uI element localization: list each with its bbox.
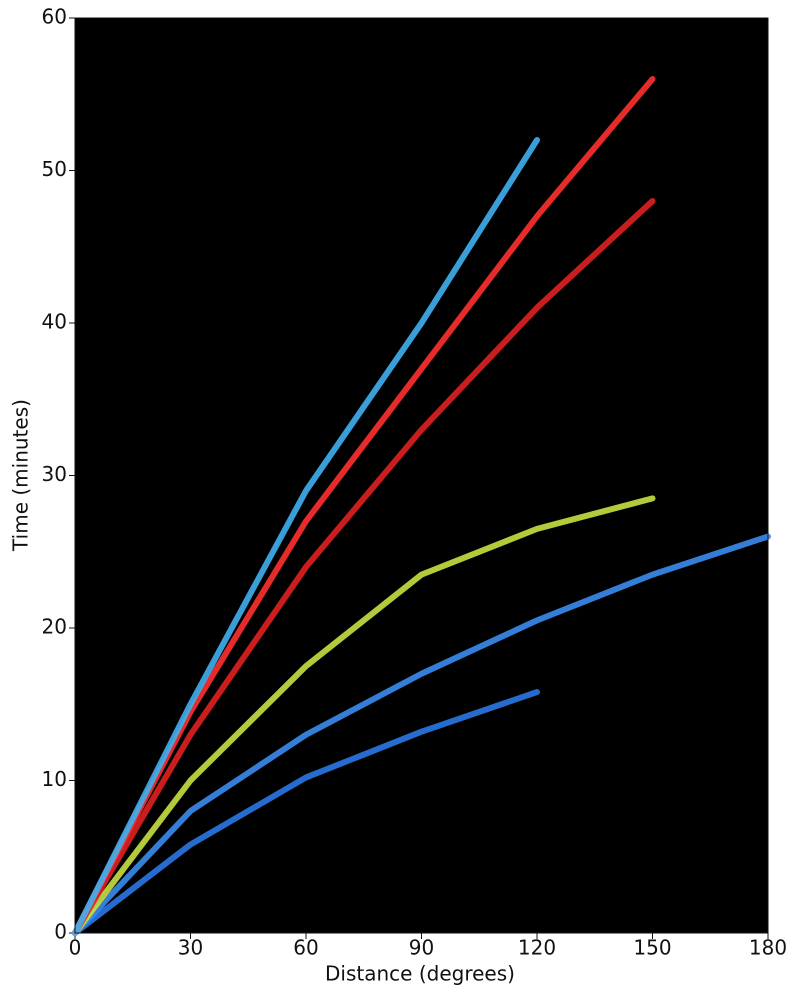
travel-time-curve (72, 689, 540, 936)
y-axis-label: Time (minutes) (9, 399, 33, 552)
y-tick-label: 10 (42, 767, 67, 791)
travel-time-curve (72, 137, 540, 936)
x-tick-label: 150 (633, 936, 671, 960)
plot-frame (74, 17, 769, 934)
y-tick-label: 20 (42, 615, 67, 639)
travel-time-curve (72, 495, 656, 936)
x-tick-label: 120 (518, 936, 556, 960)
y-tick-label: 50 (42, 157, 67, 181)
x-tick-label: 180 (749, 936, 787, 960)
travel-time-curve (72, 533, 771, 936)
x-tick-label: 30 (178, 936, 203, 960)
x-tick-label: 90 (409, 936, 434, 960)
x-tick-label: 60 (293, 936, 318, 960)
travel-time-curve (72, 198, 656, 936)
x-tick-label: 0 (69, 936, 82, 960)
y-tick-label: 40 (42, 310, 67, 334)
y-tick-label: 30 (42, 462, 67, 486)
y-tick-label: 60 (42, 5, 67, 29)
y-tick-label: 0 (54, 920, 67, 944)
x-axis-label: Distance (degrees) (325, 962, 515, 986)
